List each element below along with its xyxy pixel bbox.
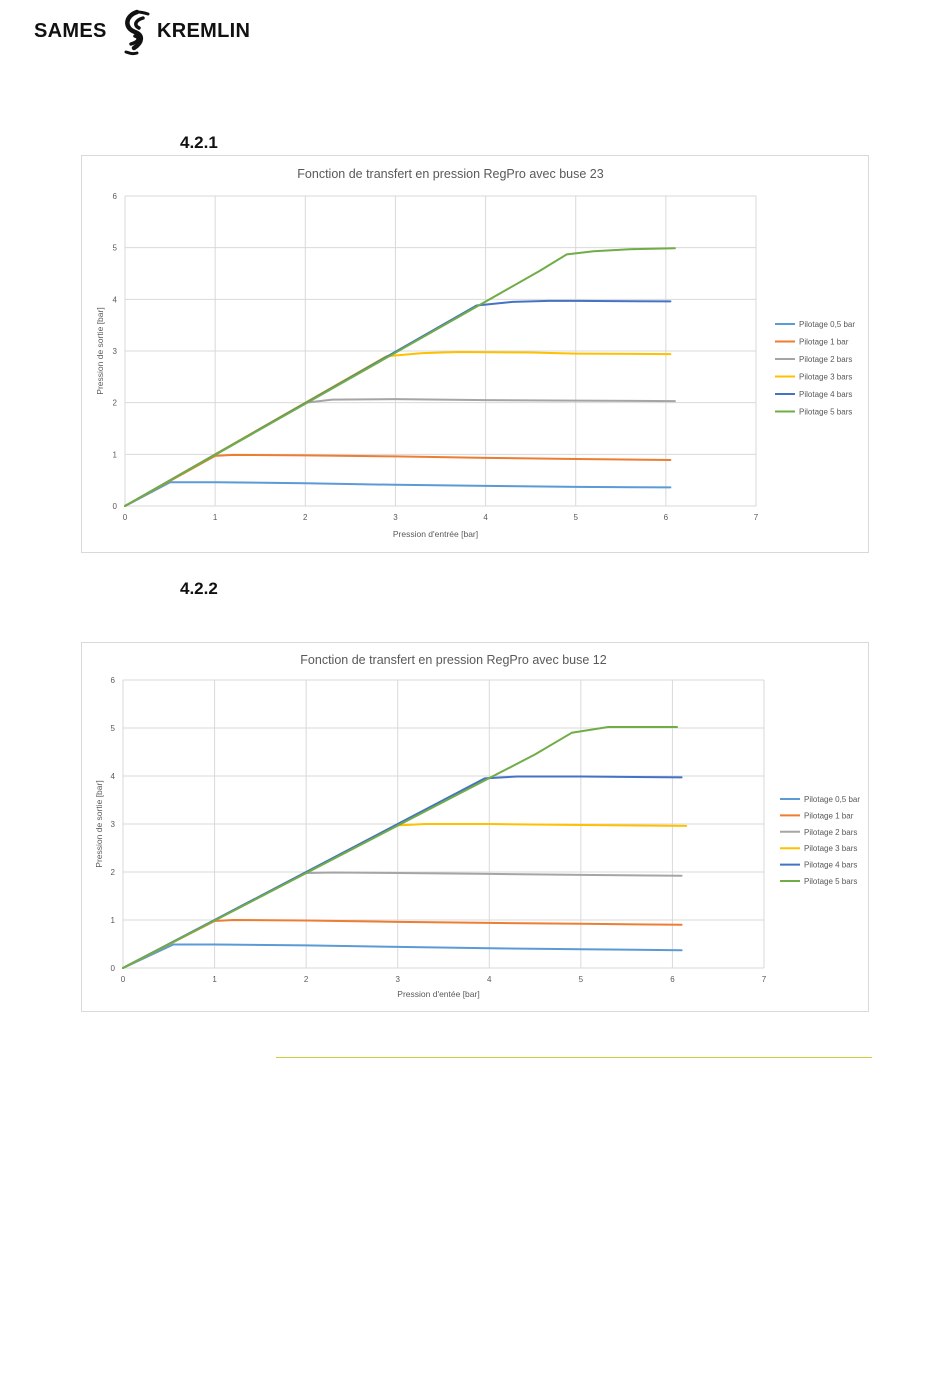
chart0-y-axis-label: Pression de sortie [bar] [95,307,105,394]
chart1-ytick-label-1: 1 [111,916,116,925]
chart1-legend-label-4: Pilotage 4 bars [804,861,857,870]
chart0-xtick-label-7: 7 [754,513,759,522]
chart0-series-line-2 [124,398,676,507]
chart0-series-line-5 [124,247,676,507]
chart1-y-axis-label: Pression de sortie [bar] [94,780,104,867]
chart0-xtick-label-5: 5 [573,513,578,522]
chart1-series-line-0 [122,943,683,969]
chart0-ytick-label-5: 5 [113,244,118,253]
chart1-legend-label-0: Pilotage 0,5 bar [804,795,860,804]
chart0-xtick-label-2: 2 [303,513,308,522]
chart1-series-line-4 [122,775,683,969]
chart1-title: Fonction de transfert en pression RegPro… [300,653,606,667]
chart1-ytick-label-6: 6 [111,676,116,685]
chart1-ytick-label-2: 2 [111,868,116,877]
brand-name-right: KREMLIN [157,20,251,42]
brand-logo: SAMES KREMLIN [34,8,264,58]
chart0-legend-label-4: Pilotage 4 bars [799,390,852,399]
chart1-xtick-label-7: 7 [762,975,767,984]
chart1-ytick-label-0: 0 [111,964,116,973]
brand-name-left: SAMES [34,20,107,42]
chart0-xtick-label-1: 1 [213,513,218,522]
chart1-xtick-label-2: 2 [304,975,309,984]
chart1-xtick-label-1: 1 [212,975,217,984]
chart1-legend-label-5: Pilotage 5 bars [804,877,857,886]
chart1-series-line-5 [122,726,678,969]
chart1-x-axis-label: Pression d'entée [bar] [397,989,479,999]
chart0-legend-label-5: Pilotage 5 bars [799,408,852,417]
chart0-series-line-4 [124,299,672,507]
swirl-logo-icon [124,9,150,56]
chart0-ytick-label-3: 3 [113,347,118,356]
chart0-legend-label-3: Pilotage 3 bars [799,373,852,382]
chart0-ytick-label-1: 1 [113,450,118,459]
chart0-ytick-label-4: 4 [113,295,118,304]
chart0-series-line-1 [124,453,672,507]
chart0-ytick-label-0: 0 [113,502,118,511]
chart0-ytick-label-2: 2 [113,399,118,408]
chart0-title: Fonction de transfert en pression RegPro… [297,167,603,181]
section-heading-1: 4.2.1 [180,133,218,152]
chart1-legend-label-2: Pilotage 2 bars [804,828,857,837]
chart0-series-line-0 [124,481,672,507]
chart1-ytick-label-4: 4 [111,772,116,781]
chart-buse-23-plot: Fonction de transfert en pression RegPro… [95,167,855,539]
chart1-xtick-label-5: 5 [579,975,584,984]
chart-buse-23: Fonction de transfert en pression RegPro… [81,155,869,553]
chart-buse-12: Fonction de transfert en pression RegPro… [81,642,869,1012]
chart0-xtick-label-0: 0 [123,513,128,522]
chart0-ytick-label-6: 6 [113,192,118,201]
chart0-xtick-label-4: 4 [483,513,488,522]
chart1-xtick-label-0: 0 [121,975,126,984]
chart1-series-line-1 [122,919,683,969]
chart1-legend-label-1: Pilotage 1 bar [804,811,854,820]
chart1-legend-label-3: Pilotage 3 bars [804,844,857,853]
section-heading-2: 4.2.2 [180,579,218,598]
chart0-legend-label-2: Pilotage 2 bars [799,355,852,364]
chart1-ytick-label-5: 5 [111,724,116,733]
chart0-legend-label-1: Pilotage 1 bar [799,338,849,347]
footer-rule [276,1057,872,1058]
chart1-xtick-label-4: 4 [487,975,492,984]
chart1-xtick-label-6: 6 [670,975,675,984]
chart0-xtick-label-6: 6 [664,513,669,522]
chart1-xtick-label-3: 3 [395,975,400,984]
chart-buse-12-plot: Fonction de transfert en pression RegPro… [94,653,860,999]
chart0-xtick-label-3: 3 [393,513,398,522]
chart1-ytick-label-3: 3 [111,820,116,829]
chart0-x-axis-label: Pression d'entrée [bar] [393,529,478,539]
chart0-legend-label-0: Pilotage 0,5 bar [799,320,855,329]
